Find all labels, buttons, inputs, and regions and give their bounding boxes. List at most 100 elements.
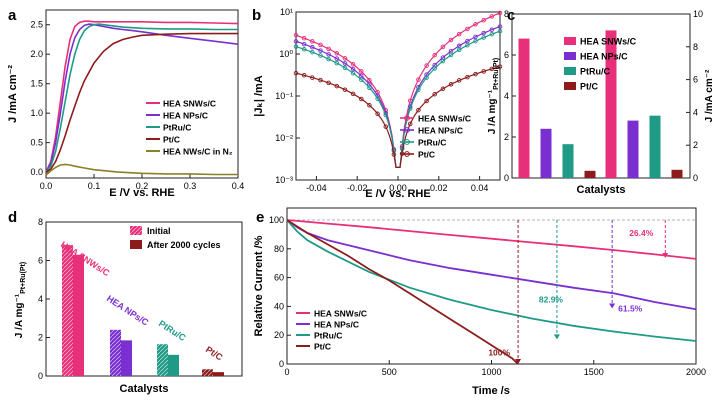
tafel-marker [293, 44, 299, 49]
tafel-marker [350, 91, 356, 97]
legend-label: Pt/C [314, 342, 331, 352]
tafel-marker [383, 124, 389, 129]
x-tick-label: 1000 [481, 367, 501, 377]
legend-label: PtRu/C [163, 123, 191, 133]
x-tick-label: 0.2 [136, 181, 149, 191]
tafel-marker [350, 62, 356, 67]
panel-a-letter: a [8, 7, 17, 24]
panel-e-ticks: 0 500 1000 1500 2000 0 20 40 60 80 100 [269, 215, 706, 377]
tafel-series-1 [293, 10, 503, 168]
tafel-marker [293, 70, 299, 76]
y-tick-label: 60 [274, 273, 284, 283]
y-tick-label: 0 [38, 371, 43, 381]
tafel-marker [310, 49, 315, 55]
panel-c-xlabel: Catalysts [577, 184, 626, 196]
tafel-marker [334, 60, 340, 66]
category-label: HEA NPs/C [105, 293, 151, 328]
tafel-marker [440, 86, 446, 92]
tafel-marker [497, 24, 503, 29]
tafel-marker [497, 10, 503, 16]
legend-label: PtRu/C [314, 331, 342, 341]
tafel-marker [391, 152, 397, 157]
tafel-marker [318, 42, 323, 48]
tafel-marker [359, 69, 364, 74]
retention-arrow-head [662, 253, 669, 259]
tafel-marker [489, 14, 495, 19]
y-tick-label: 4 [38, 294, 43, 304]
panel-c-ylabel-right: J /mA cm⁻² [704, 69, 715, 122]
y-right-tick-label: 6 [693, 75, 698, 85]
x-tick-label: 500 [382, 367, 397, 377]
panel-e-letter: e [256, 209, 264, 226]
series-line-1 [45, 20, 239, 173]
tafel-marker [342, 56, 348, 61]
tafel-marker [481, 35, 486, 40]
panel-a-legend: HEA SNWs/C HEA NPs/C PtRu/C Pt/C HEA NWs/C i… [146, 99, 233, 157]
mass-activity-bar [562, 144, 574, 178]
legend-label: HEA SNWs/C [418, 114, 471, 124]
retention-label: 26.4% [629, 228, 654, 238]
tafel-marker [342, 87, 348, 92]
panel-b-legend: HEA SNWs/C HEA NPs/C PtRu/C Pt/C [400, 114, 471, 160]
retention-arrow-head [553, 334, 560, 340]
panel-a-ticks: 0.0 0.1 0.2 0.3 0.4 0.0 0.5 1.0 1.5 2.0 2.5 [30, 20, 244, 191]
x-tick-label: 2000 [686, 367, 706, 377]
panel-d-ticks: 0 2 4 6 8 [38, 217, 50, 381]
y-tick-label: 0.5 [30, 138, 43, 148]
tafel-marker [301, 73, 307, 78]
panel-e-xlabel: Time /s [472, 385, 510, 397]
tafel-marker [310, 44, 315, 50]
tafel-marker [326, 46, 331, 52]
tafel-marker [456, 78, 462, 83]
tafel-marker [473, 71, 478, 77]
tafel-marker [465, 38, 470, 44]
tafel-marker [465, 42, 470, 48]
y-tick-label: 10⁻³ [275, 175, 293, 185]
tafel-marker [481, 69, 486, 74]
specific-activity-bar [627, 120, 639, 178]
tafel-marker [350, 70, 356, 76]
legend-swatch [564, 37, 576, 45]
specific-activity-bar [605, 30, 617, 179]
panel-d-ylabel-sub: Pt+Ru(Pt) [20, 262, 27, 294]
tafel-marker [367, 78, 372, 83]
y-tick-label: 10⁻² [275, 133, 293, 143]
legend-swatch [564, 67, 576, 75]
y-tick-label: 8 [38, 217, 43, 227]
legend-swatch-initial [130, 226, 142, 235]
tafel-marker [334, 56, 340, 61]
tafel-marker [473, 34, 478, 40]
x-tick-label: 0.00 [389, 183, 407, 193]
tafel-marker [326, 52, 331, 57]
retention-label: 61.5% [618, 304, 643, 314]
y-tick-label: 100 [269, 215, 284, 225]
tafel-marker [310, 75, 315, 80]
tafel-marker [489, 66, 495, 72]
panel-d-letter: d [8, 209, 17, 226]
series-line-4 [45, 32, 238, 173]
panel-a-xlabel: E /V vs. RHE [109, 187, 174, 199]
y-tick-label: 0 [504, 173, 509, 183]
panel-c-letter: c [507, 7, 515, 24]
tafel-marker [342, 61, 348, 66]
tafel-marker [318, 53, 323, 58]
panel-b: b -0.04 -0.02 0.00 0.02 0.04 10⁻³ 10⁻² 10⁻¹ 10⁰ 1… [252, 7, 503, 200]
panel-d-ylabel-main: J /A mg⁻¹ [14, 293, 25, 338]
panel-c-bars [518, 30, 683, 179]
panel-b-ylabel: |Jₖ| /mA [253, 75, 265, 117]
tafel-marker [424, 98, 429, 104]
legend-label: Pt/C [580, 82, 599, 92]
y-tick-label: 8 [504, 9, 509, 19]
legend-label: HEA NWs/C in N₂ [163, 147, 233, 157]
tafel-marker [432, 66, 437, 71]
y-tick-label: 80 [274, 244, 284, 254]
tafel-marker [497, 28, 503, 34]
tafel-marker [473, 22, 478, 27]
x-tick-label: 0.02 [430, 183, 448, 193]
panel-d-bars [62, 245, 224, 376]
tafel-marker [465, 26, 470, 32]
legend-label: PtRu/C [580, 67, 610, 77]
tafel-marker [416, 107, 421, 113]
after-cycles-bar [168, 354, 179, 376]
